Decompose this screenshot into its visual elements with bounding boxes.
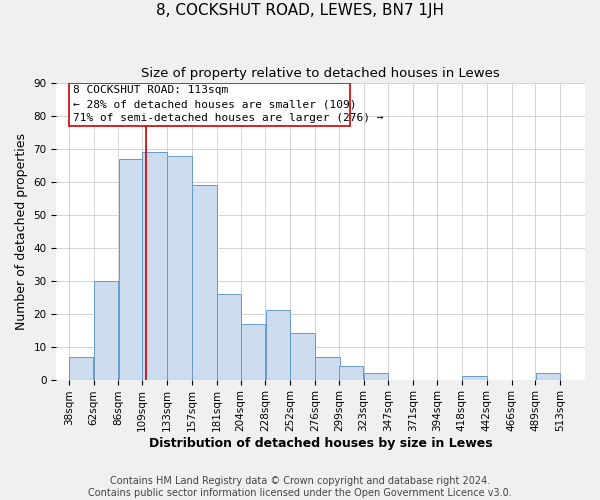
Bar [167,156,192,380]
Text: Contains HM Land Registry data © Crown copyright and database right 2024.
Contai: Contains HM Land Registry data © Crown c… [88,476,512,498]
Text: 8 COCKSHUT ROAD: 113sqm
← 28% of detached houses are smaller (109)
71% of semi-d: 8 COCKSHUT ROAD: 113sqm ← 28% of detache… [73,86,383,124]
Bar [192,185,217,380]
Bar [69,83,350,126]
Text: 8, COCKSHUT ROAD, LEWES, BN7 1JH: 8, COCKSHUT ROAD, LEWES, BN7 1JH [156,2,444,18]
X-axis label: Distribution of detached houses by size in Lewes: Distribution of detached houses by size … [149,437,493,450]
Bar [69,356,94,380]
Bar [217,294,241,380]
Bar [462,376,487,380]
Y-axis label: Number of detached properties: Number of detached properties [15,133,28,330]
Bar [119,159,143,380]
Bar [266,310,290,380]
Bar [142,152,167,380]
Bar [339,366,364,380]
Bar [536,373,560,380]
Bar [364,373,388,380]
Title: Size of property relative to detached houses in Lewes: Size of property relative to detached ho… [142,68,500,80]
Bar [241,324,265,380]
Bar [315,356,340,380]
Bar [290,334,315,380]
Bar [94,281,118,380]
